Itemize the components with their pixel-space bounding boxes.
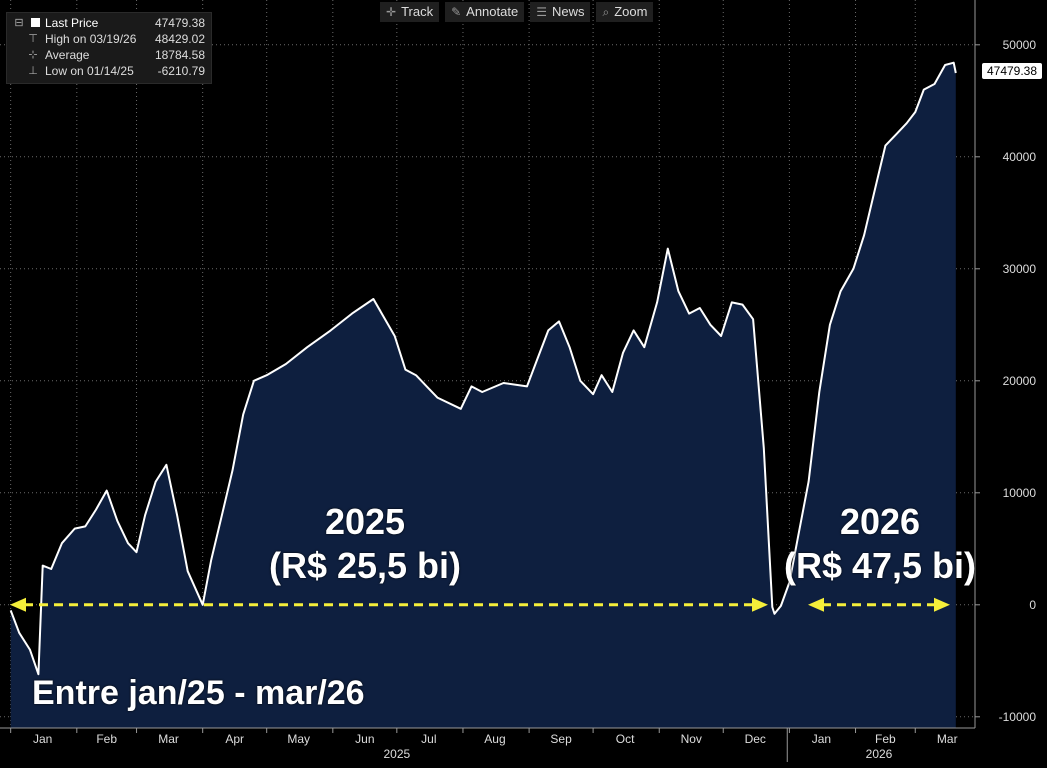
year-label: 2026 xyxy=(866,747,893,761)
x-tick-label: Feb xyxy=(96,732,117,746)
news-button[interactable]: ☰ News xyxy=(530,2,591,22)
annotation-2025-year: 2025 xyxy=(324,501,406,542)
arrow-2026 xyxy=(808,597,950,612)
news-label: News xyxy=(551,4,585,19)
news-icon: ☰ xyxy=(536,5,547,19)
legend-low-label: Low on 01/14/25 xyxy=(45,64,134,78)
series-line xyxy=(9,61,957,676)
average-marker-icon: ⊹ xyxy=(28,49,38,61)
annotation-2025-value: (R$ 25,5 bi) xyxy=(268,545,462,586)
x-tick-label: May xyxy=(287,732,310,746)
legend-collapse-icon[interactable]: ⊟ xyxy=(14,17,24,29)
x-tick-label: Mar xyxy=(937,732,958,746)
legend-last-price-value: 47479.38 xyxy=(154,16,205,30)
period-caption: Entre jan/25 - mar/26 xyxy=(32,674,365,712)
low-marker-icon: ⊥ xyxy=(28,65,38,77)
pencil-icon: ✎ xyxy=(451,5,462,19)
y-tick-label: 50000 xyxy=(1003,38,1037,52)
legend-row-high: ⊤ High on 03/19/26 48429.02 xyxy=(7,31,211,47)
year-label: 2025 xyxy=(383,747,410,761)
x-tick-label: Feb xyxy=(875,732,896,746)
x-tick-label: Aug xyxy=(484,732,505,746)
arrow-2025 xyxy=(10,597,768,612)
y-tick-label: -10000 xyxy=(999,710,1037,724)
legend-high-label: High on 03/19/26 xyxy=(45,32,137,46)
y-tick-label: 0 xyxy=(1029,598,1036,612)
x-tick-label: Apr xyxy=(225,732,244,746)
legend-row-average: ⊹ Average 18784.58 xyxy=(7,47,211,63)
y-tick-label: 30000 xyxy=(1003,262,1037,276)
x-tick-label: Mar xyxy=(158,732,179,746)
annotation-2026: 2026 (R$ 47,5 bi) xyxy=(770,500,990,588)
last-value-badge: 47479.38 xyxy=(982,63,1042,79)
legend-row-last-price: ⊟ Last Price 47479.38 xyxy=(7,15,211,31)
x-tick-label: Oct xyxy=(616,732,635,746)
crosshair-icon: ✛ xyxy=(386,5,397,19)
x-tick-label: Jan xyxy=(33,732,52,746)
zoom-label: Zoom xyxy=(614,4,648,19)
annotate-label: Annotate xyxy=(466,4,519,19)
annotation-2025: 2025 (R$ 25,5 bi) xyxy=(230,500,500,588)
annotation-2026-year: 2026 xyxy=(839,501,921,542)
x-tick-label: Jul xyxy=(421,732,436,746)
x-tick-label: Jun xyxy=(355,732,374,746)
x-tick-label: Dec xyxy=(745,732,766,746)
legend-high-value: 48429.02 xyxy=(154,32,205,46)
annotation-2026-value: (R$ 47,5 bi) xyxy=(783,545,977,586)
annotate-button[interactable]: ✎ Annotate xyxy=(445,2,525,22)
legend-row-low: ⊥ Low on 01/14/25 -6210.79 xyxy=(7,63,211,79)
legend-average-label: Average xyxy=(45,48,90,62)
magnifier-icon: ⌕ xyxy=(602,5,610,19)
x-tick-label: Sep xyxy=(550,732,572,746)
zoom-button[interactable]: ⌕ Zoom xyxy=(596,2,654,22)
track-label: Track xyxy=(401,4,434,19)
legend-average-value: 18784.58 xyxy=(154,48,205,62)
track-button[interactable]: ✛ Track xyxy=(380,2,440,22)
chart-toolbar: ✛ Track ✎ Annotate ☰ News ⌕ Zoom xyxy=(380,2,654,22)
series-area xyxy=(9,61,957,728)
chart-legend: ⊟ Last Price 47479.38 ⊤ High on 03/19/26… xyxy=(6,12,212,84)
legend-low-value: -6210.79 xyxy=(157,64,205,78)
y-tick-label: 20000 xyxy=(1003,374,1037,388)
y-tick-label: 40000 xyxy=(1003,150,1037,164)
series-area-fill xyxy=(10,62,956,728)
y-tick-label: 10000 xyxy=(1003,486,1037,500)
legend-last-price-label: Last Price xyxy=(45,16,99,30)
high-marker-icon: ⊤ xyxy=(28,33,38,45)
last-price-swatch xyxy=(31,18,40,27)
x-tick-label: Jan xyxy=(812,732,831,746)
period-arrows xyxy=(10,597,950,612)
x-tick-label: Nov xyxy=(681,732,702,746)
